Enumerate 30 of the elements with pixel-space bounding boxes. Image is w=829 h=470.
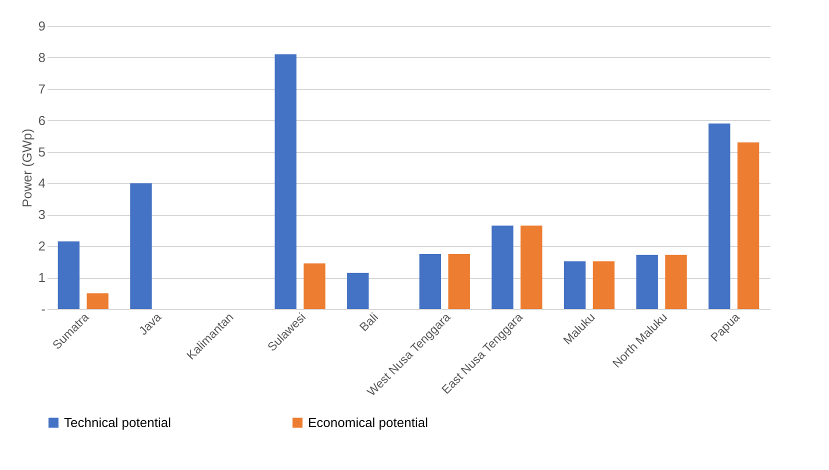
y-tick-label: 6 bbox=[38, 112, 46, 128]
bar bbox=[564, 261, 586, 309]
y-tick-label: 1 bbox=[38, 270, 46, 286]
y-axis-title: Power (GWp) bbox=[19, 128, 34, 208]
bar bbox=[86, 293, 108, 309]
bar bbox=[130, 183, 152, 309]
y-tick-label: 5 bbox=[38, 144, 46, 160]
bar bbox=[592, 261, 615, 309]
bar bbox=[58, 241, 80, 309]
bar bbox=[347, 272, 369, 309]
y-tick-label: 8 bbox=[38, 50, 46, 65]
bar bbox=[708, 123, 730, 309]
y-tick-label: 7 bbox=[38, 81, 46, 96]
bar bbox=[737, 142, 760, 309]
bar bbox=[636, 254, 658, 309]
y-tick-label: - bbox=[41, 302, 46, 316]
y-tick-label: 4 bbox=[38, 176, 46, 191]
bar bbox=[419, 254, 442, 309]
bar bbox=[448, 254, 470, 309]
y-tick-label: 3 bbox=[38, 207, 46, 222]
legend-label: Technical potential bbox=[64, 414, 172, 430]
bar bbox=[520, 226, 542, 309]
x-tick-label: Bali bbox=[356, 310, 381, 334]
legend-label: Economical potential bbox=[308, 414, 428, 430]
y-tick-label: 9 bbox=[38, 18, 46, 34]
bar bbox=[492, 226, 514, 309]
y-tick-label: 2 bbox=[38, 238, 46, 254]
bar bbox=[665, 254, 687, 309]
bar bbox=[304, 263, 326, 309]
bar bbox=[274, 54, 296, 309]
